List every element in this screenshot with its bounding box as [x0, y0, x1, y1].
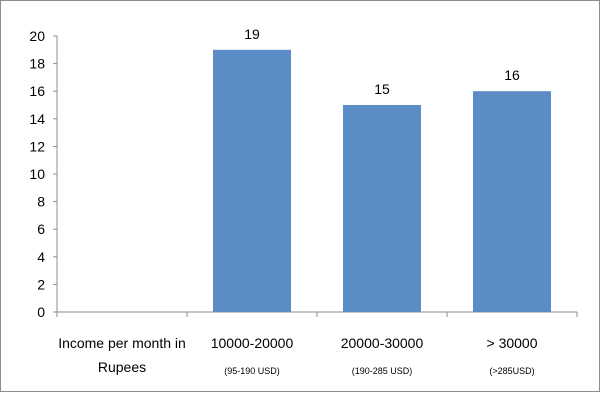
- x-category-label: > 30000: [487, 335, 538, 351]
- y-tick-label: 16: [29, 83, 45, 99]
- bar: [473, 91, 551, 312]
- x-category-label: 20000-30000: [341, 335, 424, 351]
- bar: [343, 105, 421, 312]
- x-category-sublabel: (190-285 USD): [352, 366, 413, 376]
- x-category-label: 10000-20000: [211, 335, 294, 351]
- x-category-label-line2: Rupees: [98, 359, 146, 375]
- x-category-sublabel: (>285USD): [489, 366, 534, 376]
- y-tick-label: 8: [37, 194, 45, 210]
- y-tick-label: 0: [37, 304, 45, 320]
- data-label: 16: [504, 67, 520, 83]
- bar: [213, 49, 291, 313]
- y-tick-label: 6: [37, 221, 45, 237]
- y-tick-label: 20: [29, 28, 45, 44]
- y-tick-label: 2: [37, 276, 45, 292]
- data-label: 15: [374, 81, 390, 97]
- y-tick-label: 4: [37, 249, 45, 265]
- x-category-label: Income per month in: [58, 335, 186, 351]
- y-tick-label: 10: [29, 166, 45, 182]
- x-category-sublabel: (95-190 USD): [224, 366, 280, 376]
- y-tick-label: 18: [29, 56, 45, 72]
- y-tick-label: 14: [29, 111, 45, 127]
- y-tick-label: 12: [29, 138, 45, 154]
- data-label: 19: [244, 26, 260, 42]
